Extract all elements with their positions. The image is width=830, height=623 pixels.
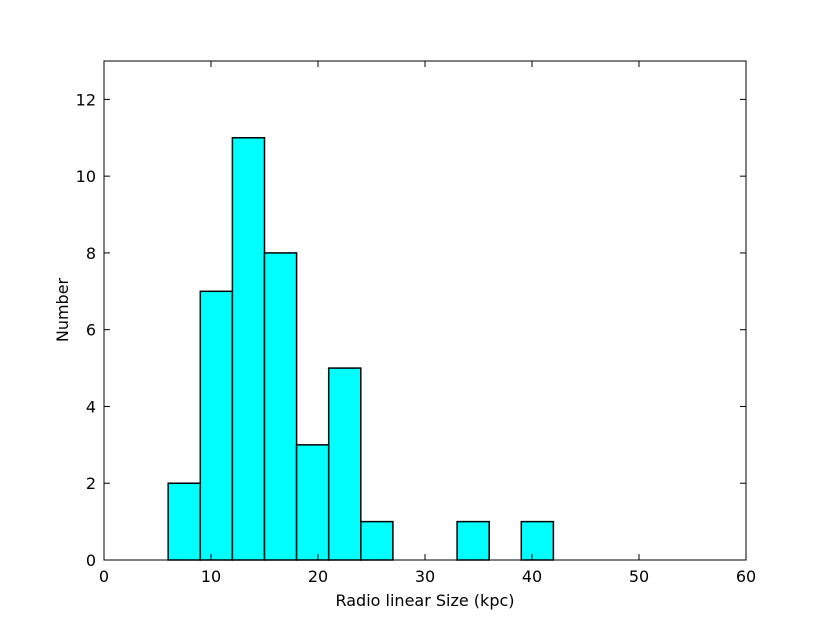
- y-tick-label-4: 8: [86, 244, 96, 263]
- x-tick-label-0: 0: [99, 567, 109, 586]
- x-axis-label: Radio linear Size (kpc): [335, 591, 514, 610]
- histogram-bar-8: [520, 520, 555, 561]
- histogram-bar-4: [295, 444, 330, 561]
- x-tick-label-2: 20: [308, 567, 328, 586]
- x-tick-label-5: 50: [629, 567, 649, 586]
- x-tick-label-1: 10: [201, 567, 221, 586]
- histogram-bar-1: [199, 290, 234, 561]
- y-tick-label-1: 2: [86, 474, 96, 493]
- histogram-bar-0: [167, 482, 202, 561]
- y-tick-label-2: 4: [86, 397, 96, 416]
- y-axis-label: Number: [53, 277, 72, 342]
- ticks-group: 0 10 20 30 40 50 60 0 2 4 6 8 10 12: [76, 61, 756, 586]
- y-tick-label-6: 12: [76, 90, 96, 109]
- histogram-bar-3: [263, 252, 298, 561]
- x-tick-label-4: 40: [522, 567, 542, 586]
- histogram-bar-2: [231, 137, 266, 561]
- bars-group: [167, 137, 555, 561]
- y-tick-label-5: 10: [76, 167, 96, 186]
- histogram-bar-5: [327, 367, 362, 561]
- histogram-bar-7: [456, 520, 490, 561]
- x-tick-label-6: 60: [736, 567, 756, 586]
- y-tick-label-3: 6: [86, 321, 96, 340]
- histogram-bar-6: [360, 520, 394, 561]
- y-tick-label-0: 0: [86, 551, 96, 570]
- x-tick-label-3: 30: [415, 567, 435, 586]
